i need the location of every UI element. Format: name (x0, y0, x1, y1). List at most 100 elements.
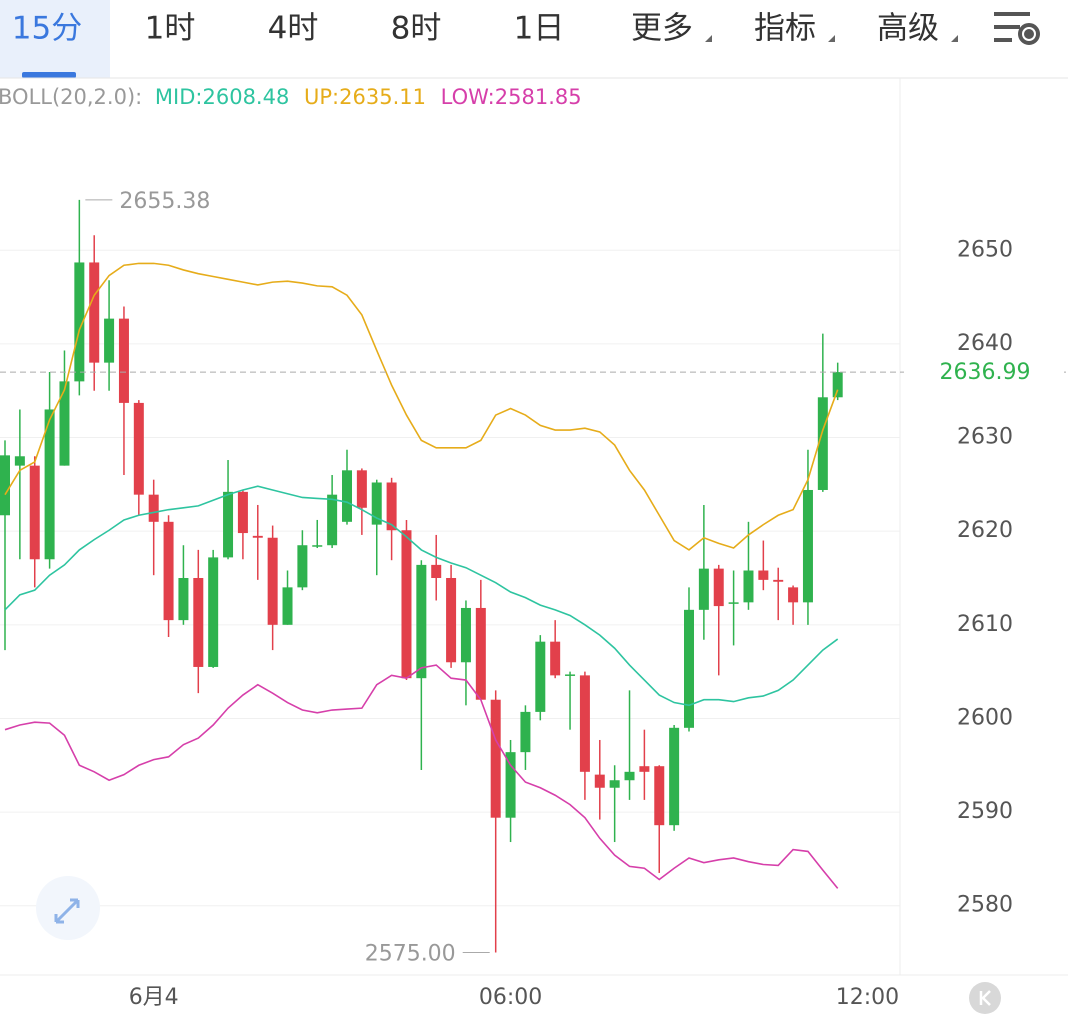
candle-body (14, 456, 25, 466)
candle-body (802, 489, 813, 603)
candle-body (713, 568, 724, 607)
candle-body (431, 564, 442, 578)
legend-label: UP: (304, 85, 339, 109)
candle-body (490, 699, 501, 818)
candle-body (579, 675, 590, 772)
candle-body (446, 577, 457, 663)
candle-body (0, 455, 10, 516)
candle-body (59, 381, 70, 466)
candle-body (743, 570, 754, 603)
tab[interactable]: 4时 (268, 11, 319, 47)
tab[interactable]: 1日 (514, 11, 565, 47)
indicator-legend: BOLL(20,2.0): MID:2608.48 UP:2635.11 LOW… (0, 85, 582, 109)
candle-body (104, 318, 115, 363)
candle-body (669, 727, 680, 826)
candle-body (460, 607, 471, 663)
indicator-name: BOLL(20,2.0): (0, 85, 142, 109)
x-tick-label: 06:00 (479, 985, 542, 1010)
y-tick-label: 2600 (957, 705, 1013, 730)
tab[interactable]: 8时 (391, 11, 442, 47)
candle-body (683, 609, 694, 728)
candle-body (654, 766, 665, 826)
legend-label: MID: (155, 85, 203, 109)
legend-label: LOW: (441, 85, 495, 109)
settings-icon[interactable] (994, 12, 1040, 45)
candle-body (29, 465, 40, 560)
candle-body (832, 372, 843, 398)
y-tick-label: 2630 (957, 425, 1013, 450)
candle-body (133, 402, 144, 495)
tab[interactable]: 15分 (12, 11, 82, 47)
bollinger-line (4, 262, 839, 551)
scroll-to-start-button[interactable] (969, 982, 1001, 1014)
candle-body (728, 602, 739, 604)
candle-body (267, 537, 278, 625)
tab[interactable]: 指标 (754, 11, 816, 47)
y-tick-label: 2640 (957, 331, 1013, 356)
legend-value: 2635.11 (339, 85, 426, 109)
candle-body (698, 568, 709, 610)
candle-body (237, 491, 248, 534)
candle-body (565, 674, 576, 676)
candle-body (505, 752, 516, 818)
candle-body (148, 494, 159, 522)
dropdown-arrows (705, 35, 958, 42)
candle-body (163, 521, 174, 621)
candle-body (44, 409, 55, 560)
last-price-bg (904, 358, 1064, 387)
last-price-label: 2636.99 (940, 360, 1031, 385)
candle-body (535, 641, 546, 712)
fullscreen-button[interactable] (36, 876, 100, 940)
tab[interactable]: 1时 (145, 11, 196, 47)
candle-body (401, 530, 412, 679)
candle-body (475, 607, 486, 700)
candle-body (371, 482, 382, 525)
selected-tab-bg (0, 0, 110, 78)
candle-body (297, 545, 308, 588)
candle-body (327, 494, 338, 546)
y-tick-label: 2580 (957, 893, 1013, 918)
candle-body (312, 545, 323, 547)
legend-value: 2608.48 (202, 85, 289, 109)
candle-body (282, 587, 293, 625)
candle-body (74, 262, 85, 382)
candle-body (609, 780, 620, 788)
x-tick-label: 6月4 (129, 985, 179, 1010)
candle-body (386, 482, 397, 531)
candle-body (773, 579, 784, 582)
y-tick-label: 2650 (957, 237, 1013, 262)
min-label: 2575.00 (365, 942, 456, 967)
candle-body (758, 570, 769, 580)
candle-body (193, 577, 204, 667)
candle-body (208, 557, 219, 667)
candle-body (356, 470, 367, 508)
candle-body (89, 262, 100, 363)
candle-body (341, 470, 352, 522)
candle-body (520, 711, 531, 753)
max-label: 2655.38 (119, 189, 210, 214)
y-tick-label: 2620 (957, 518, 1013, 543)
candle-body (788, 587, 799, 603)
candle-body (223, 491, 234, 558)
tab[interactable]: 高级 (877, 11, 939, 47)
tab-bar: 15分 1时 4时 8时 1日 更多 指标 高级 (12, 11, 939, 47)
x-tick-label: 12:00 (836, 985, 899, 1010)
tab[interactable]: 更多 (631, 11, 693, 47)
candle-body (550, 641, 561, 676)
candle-body (817, 397, 828, 490)
candle-body (178, 577, 189, 621)
y-tick-label: 2590 (957, 799, 1013, 824)
candle-body (252, 535, 263, 538)
selected-tab-underline (22, 72, 76, 78)
candle-body (624, 771, 635, 781)
y-tick-label: 2610 (957, 612, 1013, 637)
candle-body (594, 774, 605, 788)
bollinger-line (4, 485, 839, 707)
bollinger-line (4, 664, 839, 889)
candle-body (416, 564, 427, 679)
plot: 2580 2590 2600 2610 2620 2630 2640 2650 6月4 06:00… (0, 189, 1068, 1010)
legend-value: 2581.85 (495, 85, 582, 109)
candle-body (639, 766, 650, 772)
